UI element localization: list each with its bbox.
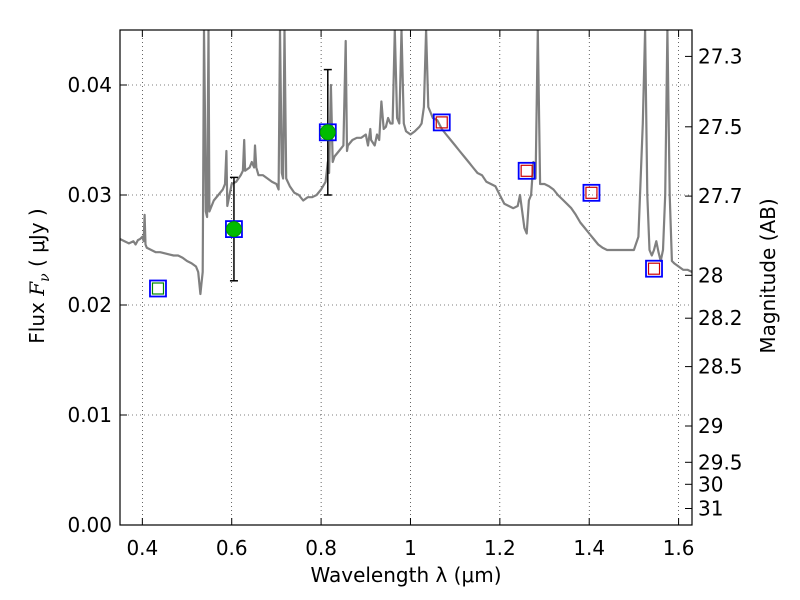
- marker-layer: [149, 113, 663, 298]
- y-axis-label: Flux Fν ( μJy ): [25, 208, 53, 343]
- y-tick-label: 0.00: [67, 513, 112, 537]
- x-tick-label: 1: [404, 536, 417, 560]
- right-tick-label: 30: [698, 472, 723, 496]
- x-tick-label: 1.6: [663, 536, 695, 560]
- observed-point: [319, 124, 336, 141]
- right-tick-label: 28: [698, 263, 723, 287]
- y-tick-label: 0.03: [67, 183, 112, 207]
- spectrum-line: [120, 30, 692, 296]
- right-tick-label: 28.2: [698, 306, 743, 330]
- right-tick-label: 31: [698, 497, 723, 521]
- model-square-marker: [645, 259, 663, 278]
- right-tick-label: 29.5: [698, 450, 743, 474]
- model-square-marker: [149, 279, 167, 298]
- model-square-marker: [432, 113, 451, 132]
- y-axis-label-subscript: ν: [37, 273, 53, 282]
- right-axis-label: Magnitude (AB): [756, 198, 780, 353]
- inner-square-marker: [520, 164, 533, 177]
- inner-square-marker: [585, 186, 598, 199]
- inner-square-marker: [647, 262, 661, 275]
- x-tick-label: 0.4: [126, 536, 158, 560]
- model-square-marker: [582, 183, 601, 202]
- observed-point: [225, 221, 242, 238]
- spectrum-layer: [120, 30, 692, 296]
- x-tick-label: 0.8: [305, 536, 337, 560]
- right-tick-label: 27.3: [698, 44, 743, 68]
- x-tick-label: 1.4: [573, 536, 605, 560]
- y-axis-label-unit: ( μJy ): [25, 208, 49, 273]
- x-tick-label: 0.6: [216, 536, 248, 560]
- axis-ticks: 0.4 0.6 0.8 1 1.2 1.4 1.6 0.00 0.01 0.02 0.03 0.04 2…: [67, 30, 743, 560]
- right-tick-label: 28.5: [698, 355, 743, 379]
- y-tick-label: 0.04: [67, 73, 112, 97]
- x-axis-label: Wavelength λ (μm): [310, 563, 501, 587]
- y-tick-label: 0.02: [67, 293, 112, 317]
- model-square-marker: [517, 161, 536, 180]
- inner-square-marker: [435, 116, 448, 129]
- y-axis-label-symbol: F: [25, 281, 49, 297]
- inner-square-marker: [151, 282, 165, 295]
- y-axis-label-prefix: Flux: [25, 296, 49, 344]
- right-tick-label: 27.5: [698, 115, 743, 139]
- y-tick-label: 0.01: [67, 403, 112, 427]
- plot-frame: [119, 29, 693, 526]
- x-tick-label: 1.2: [484, 536, 516, 560]
- right-tick-label: 29: [698, 414, 723, 438]
- right-tick-label: 27.7: [698, 184, 743, 208]
